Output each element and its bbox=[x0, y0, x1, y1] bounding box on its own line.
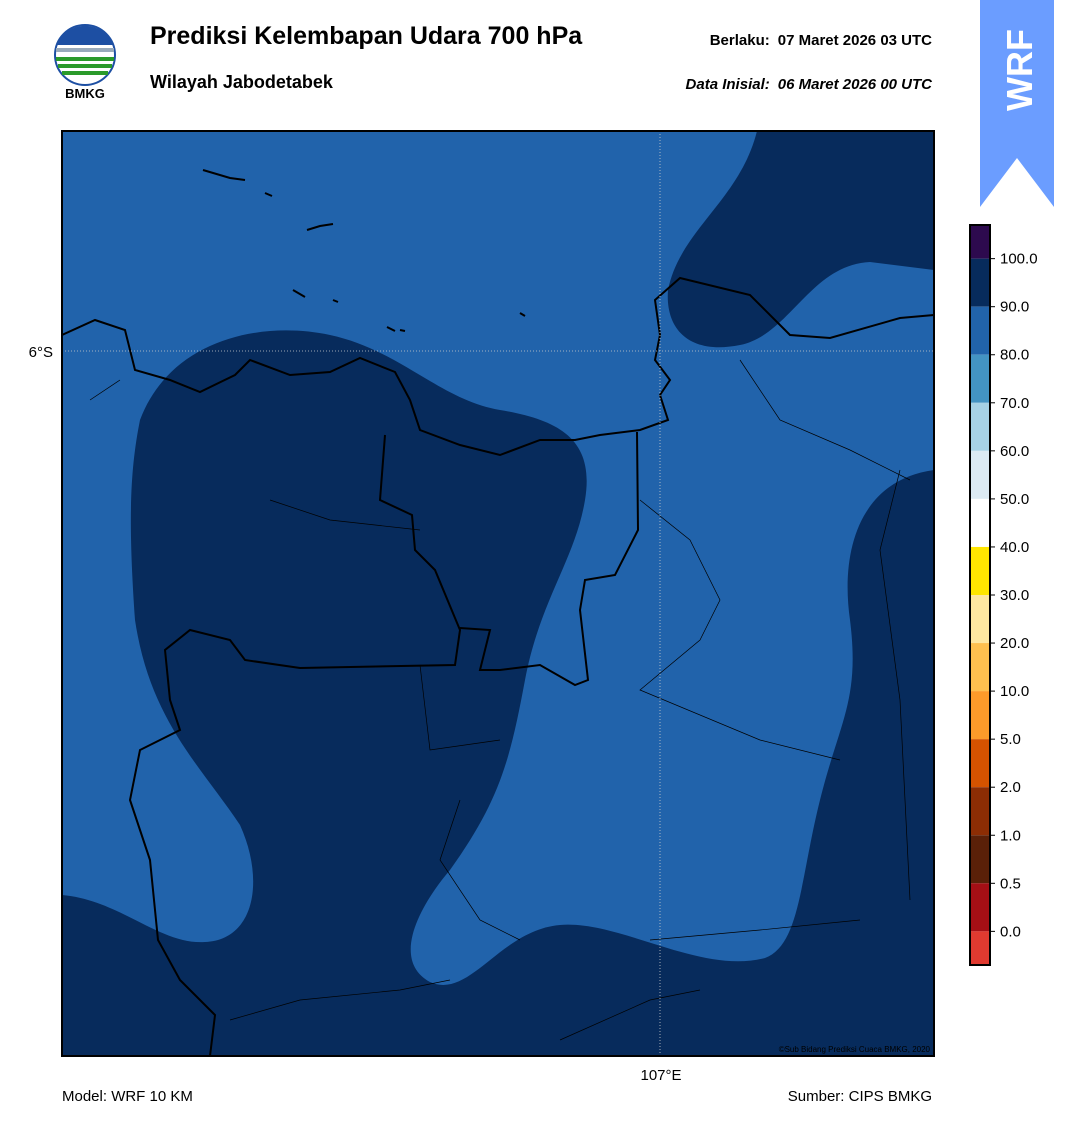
subtitle: Wilayah Jabodetabek bbox=[150, 72, 334, 92]
colorbar-label: 80.0 bbox=[1000, 347, 1029, 364]
colorbar-label: 2.0 bbox=[1000, 779, 1021, 796]
colorbar-segment bbox=[970, 450, 990, 499]
colorbar-segment bbox=[970, 835, 990, 884]
colorbar-segment bbox=[970, 739, 990, 788]
colorbar-label: 10.0 bbox=[1000, 683, 1029, 700]
lat-label: 6°S bbox=[29, 344, 53, 361]
colorbar-label: 20.0 bbox=[1000, 635, 1029, 652]
colorbar-label: 5.0 bbox=[1000, 731, 1021, 748]
valid-time: Berlaku: 07 Maret 2026 03 UTC bbox=[710, 32, 932, 49]
colorbar-segment bbox=[970, 258, 990, 307]
colorbar-label: 0.0 bbox=[1000, 923, 1021, 940]
coastline bbox=[62, 276, 934, 457]
colorbar-segment bbox=[970, 691, 990, 740]
islands bbox=[202, 169, 526, 332]
colorbar-segment bbox=[970, 306, 990, 355]
logo-text: BMKG bbox=[65, 86, 105, 101]
district-border bbox=[89, 359, 911, 1041]
province-border bbox=[128, 434, 462, 1056]
colorbar-label: 30.0 bbox=[1000, 587, 1029, 604]
field-dark bbox=[667, 131, 934, 348]
colorbar-segment bbox=[970, 402, 990, 451]
colorbar-segment bbox=[970, 931, 990, 965]
badge bbox=[980, 0, 1054, 207]
colorbar-label: 1.0 bbox=[1000, 827, 1021, 844]
colorbar-segment bbox=[970, 354, 990, 403]
colorbar-segment bbox=[970, 643, 990, 692]
colorbar-segment bbox=[970, 546, 990, 595]
footer-source: Sumber: CIPS BMKG bbox=[788, 1088, 932, 1105]
colorbar-label: 0.5 bbox=[1000, 875, 1021, 892]
colorbar-label: 90.0 bbox=[1000, 299, 1029, 316]
colorbar-segment bbox=[970, 498, 990, 547]
colorbar-segment bbox=[970, 225, 990, 259]
valid-value: 07 Maret 2026 03 UTC bbox=[778, 32, 932, 49]
init-time: Data Inisial: 06 Maret 2026 00 UTC bbox=[686, 76, 934, 93]
colorbar-label: 50.0 bbox=[1000, 491, 1029, 508]
colorbar-segment bbox=[970, 787, 990, 836]
credit: ©Sub Bidang Prediksi Cuaca BMKG, 2020 bbox=[779, 1045, 931, 1054]
colorbar-label: 100.0 bbox=[1000, 251, 1038, 268]
field-dark bbox=[62, 330, 934, 1056]
init-value: 06 Maret 2026 00 UTC bbox=[778, 76, 933, 93]
colorbar-segment bbox=[970, 883, 990, 932]
init-label: Data Inisial: bbox=[686, 76, 770, 93]
badge-text: WRF bbox=[999, 29, 1040, 111]
colorbar-label: 40.0 bbox=[1000, 539, 1029, 556]
title: Prediksi Kelembapan Udara 700 hPa bbox=[150, 22, 583, 50]
map-frame bbox=[61, 130, 935, 1057]
logo: BMKG bbox=[54, 24, 116, 101]
colorbar-label: 60.0 bbox=[1000, 443, 1029, 460]
map: ©Sub Bidang Prediksi Cuaca BMKG, 2020 6°… bbox=[29, 130, 935, 1084]
province-border bbox=[459, 431, 640, 687]
lon-label: 107°E bbox=[640, 1067, 681, 1084]
colorbar-segment bbox=[970, 595, 990, 644]
footer-model: Model: WRF 10 KM bbox=[62, 1088, 193, 1105]
valid-label: Berlaku: bbox=[710, 32, 770, 49]
colorbar: 100.0 90.0 80.0 70.0 60.0 50.0 40.0 30.0 20.0 10.… bbox=[969, 224, 1038, 966]
colorbar-label: 70.0 bbox=[1000, 395, 1029, 412]
